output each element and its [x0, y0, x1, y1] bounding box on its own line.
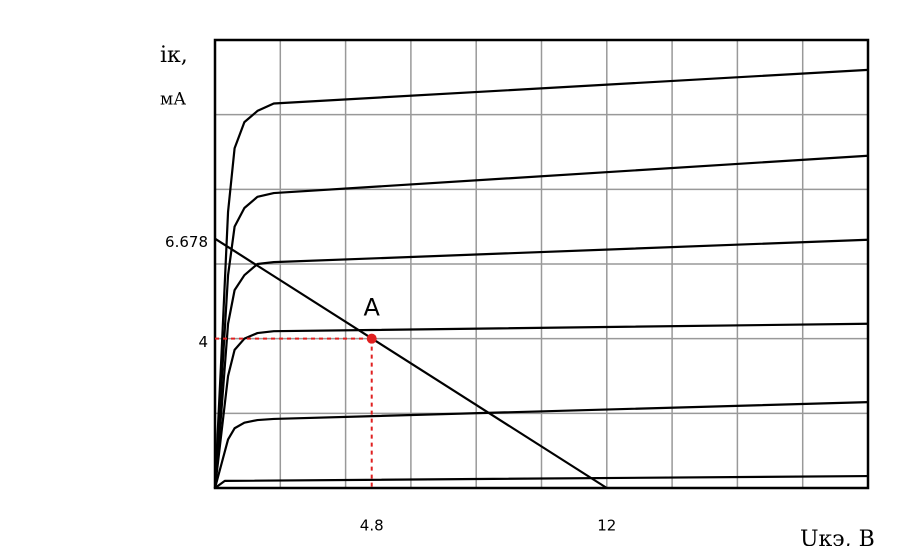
curve [213, 154, 869, 489]
y-tick-label: 4 [198, 333, 208, 351]
operating-point [366, 333, 377, 344]
curve [213, 238, 869, 489]
curve [214, 237, 608, 489]
y-axis-label: iк, [160, 43, 188, 68]
y-axis-label: мА [160, 90, 186, 110]
curve [213, 322, 869, 489]
x-tick-label: 12 [597, 517, 616, 535]
plot-frame [213, 38, 870, 490]
x-tick-label: 4.8 [360, 517, 384, 535]
x-axis-label: Uкэ, В [800, 527, 875, 546]
curve [213, 401, 869, 489]
curve [213, 68, 869, 489]
curve [214, 474, 869, 489]
point-label: A [364, 294, 381, 322]
y-tick-label: 6.678 [165, 233, 208, 251]
